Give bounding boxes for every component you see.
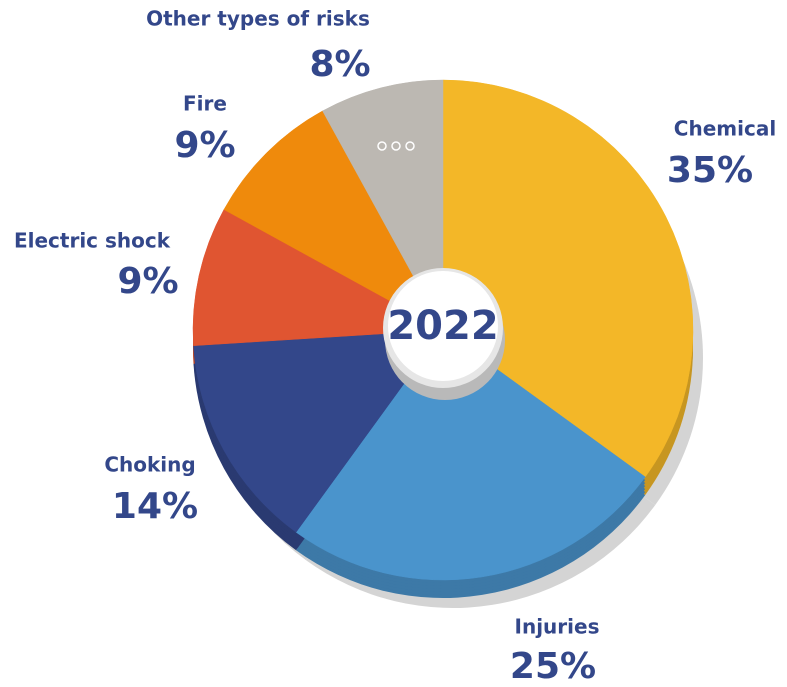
value-label: 8% (309, 44, 370, 85)
value-label: 9% (117, 261, 178, 302)
category-label: Electric shock (14, 229, 171, 253)
icon-dot (391, 141, 401, 151)
labels: Chemical 35% Injuries 25% Choking 14% Electric… (14, 7, 776, 687)
icon-dot (377, 141, 387, 151)
icon-dot (405, 141, 415, 151)
pie-slices (192, 79, 694, 581)
center-label: 2022 (387, 303, 498, 349)
value-label: 9% (174, 125, 235, 166)
category-label: Fire (183, 92, 227, 116)
category-label: Injuries (515, 615, 600, 639)
category-label: Chemical (674, 117, 776, 141)
value-label: 35% (667, 150, 753, 191)
value-label: 25% (510, 646, 596, 687)
slice (192, 209, 444, 346)
slice (295, 329, 646, 581)
other-icon (377, 141, 415, 151)
center-disc (388, 271, 498, 381)
category-label: Choking (104, 453, 195, 477)
value-label: 14% (112, 486, 198, 527)
slice (223, 110, 444, 331)
slice (193, 329, 444, 533)
center-badge: 2022 (383, 268, 505, 400)
slice (442, 79, 694, 478)
category-label: Other types of risks (146, 7, 370, 31)
